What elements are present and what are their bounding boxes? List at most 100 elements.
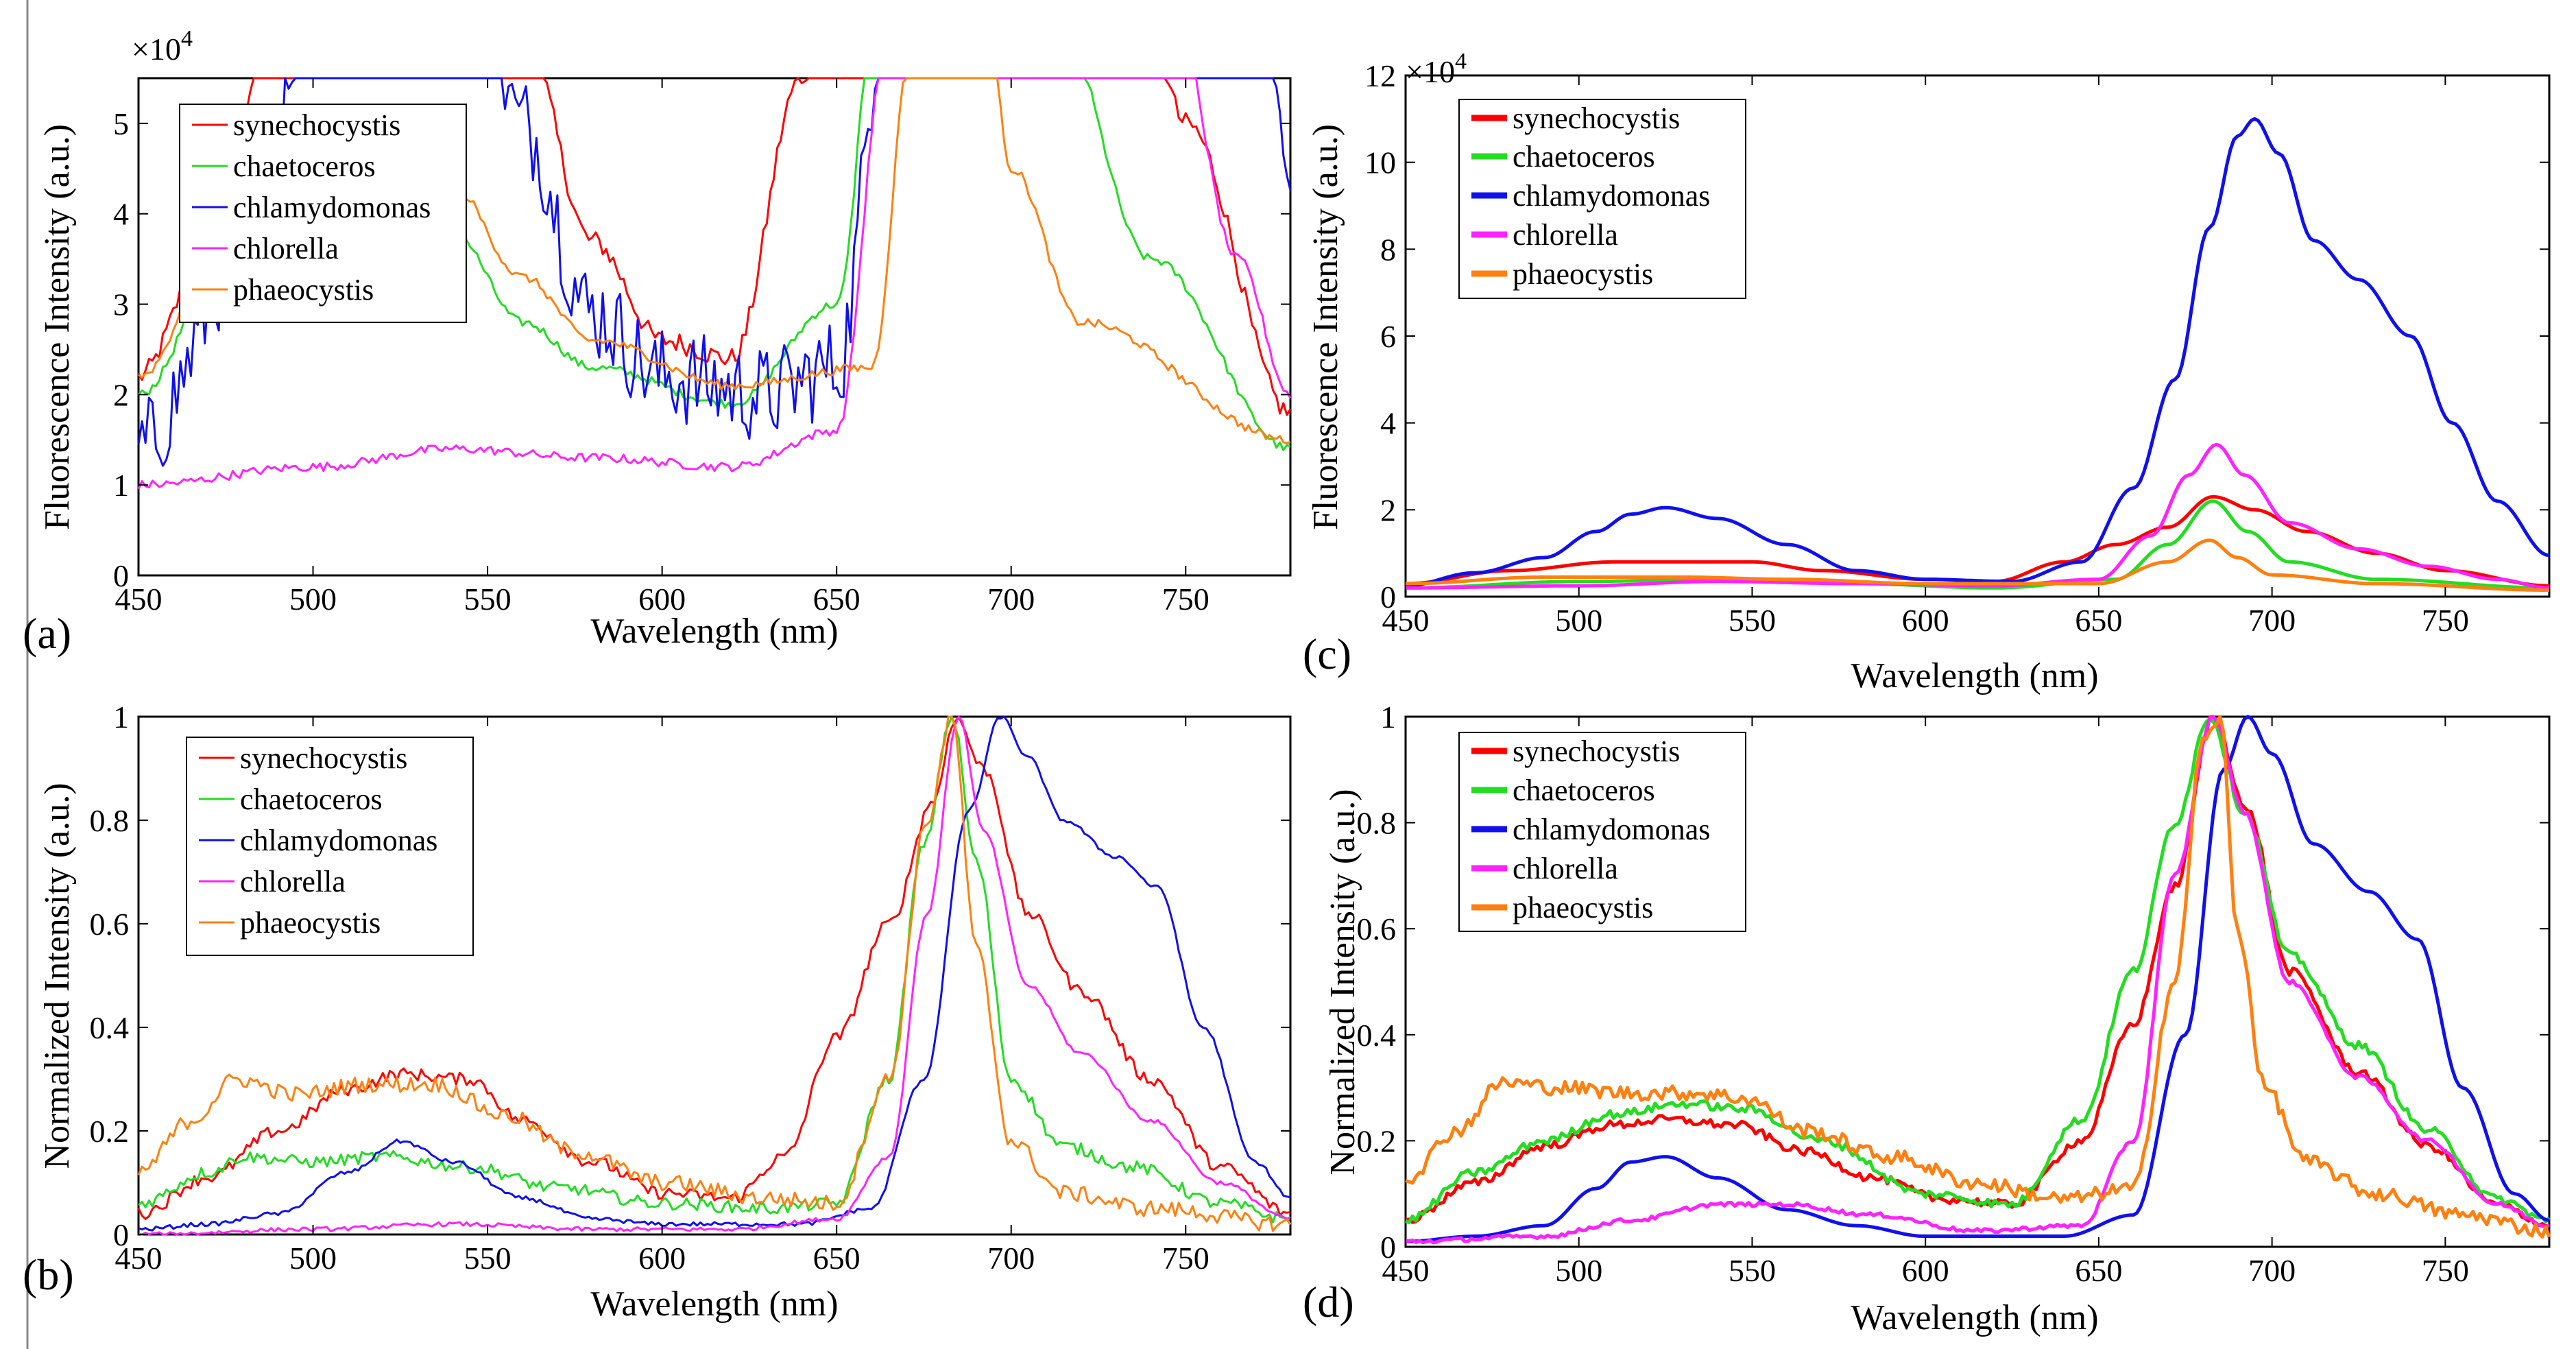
legend-entry: chlorella	[233, 232, 339, 265]
panel-d-series-synechocystis	[1405, 715, 2550, 1228]
panel-d-legend: synechocystis chaetoceros chlamydomonas …	[1458, 732, 1746, 932]
panel-c-legend: synechocystis chaetoceros chlamydomonas …	[1458, 99, 1746, 299]
panel-c-series-layer	[1405, 117, 2550, 592]
x-tick-label: 650	[813, 582, 860, 617]
legend-entry: chlorella	[1513, 852, 1618, 885]
panel-a-plot-area	[137, 77, 1292, 577]
y-tick-label: 0.8	[1357, 806, 1397, 841]
panel-b-xlabel: Wavelength (nm)	[590, 1285, 838, 1324]
panel-c-series-chaetoceros	[1406, 499, 2549, 590]
x-tick-label: 750	[2422, 603, 2469, 638]
y-tick-label: 4	[113, 197, 129, 232]
legend-entry: phaeocystis	[240, 906, 381, 940]
panel-c-y-multiplier-base: ×10	[1406, 54, 1455, 89]
panel-d-plot-area	[1404, 715, 2551, 1248]
y-tick-label: 0.6	[90, 907, 130, 942]
x-tick-label: 750	[1162, 582, 1209, 617]
x-tick-label: 750	[1162, 1241, 1209, 1276]
panel-b-plot-area	[137, 715, 1292, 1236]
x-tick-label: 550	[1729, 1253, 1776, 1288]
panel-a: Fluorescence Intensity (a.u.) Wavelength…	[23, 26, 1292, 658]
y-tick-label: 0	[1380, 580, 1396, 614]
x-tick-label: 700	[987, 1241, 1035, 1276]
x-tick-label: 700	[2248, 603, 2296, 638]
y-tick-label: 3	[113, 287, 129, 322]
panel-b-series-phaeocystis	[137, 715, 1292, 1232]
panel-b: Normalized Intensity (a.u.) Wavelength (…	[23, 700, 1292, 1324]
panel-b-series-chaetoceros	[137, 715, 1292, 1225]
legend-entry: synechocystis	[1513, 102, 1680, 135]
y-tick-label: 2	[113, 377, 129, 412]
panel-c-legend-box	[1458, 99, 1746, 299]
panel-d-series-phaeocystis	[1405, 715, 2551, 1239]
legend-entry: synechocystis	[240, 741, 407, 775]
legend-entry: phaeocystis	[233, 273, 374, 307]
y-tick-label: 12	[1364, 58, 1396, 93]
y-tick-label: 0.4	[1357, 1018, 1397, 1053]
panel-d-ylabel: Normalized Intensity (a.u.)	[1323, 789, 1362, 1175]
x-tick-label: 650	[813, 1241, 860, 1276]
y-tick-label: 0.4	[90, 1010, 130, 1045]
legend-entry: chaetoceros	[233, 150, 376, 183]
x-tick-label: 700	[2248, 1253, 2296, 1288]
x-tick-label: 650	[2075, 1253, 2122, 1288]
x-tick-label: 700	[987, 582, 1035, 617]
legend-entry: chlamydomonas	[240, 824, 437, 857]
y-tick-label: 0.8	[90, 803, 130, 838]
legend-entry: chlorella	[1513, 218, 1618, 252]
panel-d-label: (d)	[1303, 1278, 1354, 1326]
legend-entry: synechocystis	[1513, 735, 1680, 768]
x-tick-label: 450	[115, 1241, 162, 1276]
panel-b-series-chlorella	[138, 716, 1291, 1236]
legend-entry: chlorella	[240, 865, 346, 898]
panel-b-legend: synechocystis chaetoceros chlamydomonas …	[186, 737, 474, 956]
legend-entry: chaetoceros	[240, 783, 383, 816]
x-tick-label: 600	[1902, 1253, 1949, 1288]
x-tick-label: 550	[1729, 603, 1776, 638]
x-tick-label: 500	[289, 1241, 337, 1276]
panel-a-y-multiplier: ×104	[132, 26, 193, 67]
panel-d-series-chlorella	[1405, 715, 2550, 1245]
x-tick-label: 550	[464, 582, 511, 617]
x-tick-label: 450	[115, 582, 162, 617]
x-tick-label: 500	[289, 582, 337, 617]
panel-a-label: (a)	[23, 609, 71, 658]
panel-d: Normalized Intensity (a.u.) Wavelength (…	[1303, 700, 2551, 1337]
y-tick-label: 5	[113, 106, 129, 141]
y-tick-label: 0.6	[1357, 911, 1397, 946]
panel-a-y-multiplier-base: ×10	[132, 32, 181, 67]
x-tick-label: 750	[2422, 1253, 2469, 1288]
legend-entry: chlamydomonas	[233, 191, 431, 224]
panel-d-ticks-layer: 450 500 550 600 650 700 750 0 0.2 0.4 0.6 0.8 1	[1357, 700, 2549, 1288]
x-tick-label: 600	[638, 582, 686, 617]
x-tick-label: 450	[1382, 1253, 1430, 1288]
x-tick-label: 550	[464, 1241, 511, 1276]
x-tick-label: 450	[1382, 603, 1430, 638]
x-tick-label: 500	[1555, 1253, 1602, 1288]
legend-entry: synechocystis	[233, 108, 400, 142]
panel-c-ylabel: Fluorescence Intensity (a.u.)	[1306, 124, 1345, 530]
y-tick-label: 1	[113, 700, 129, 735]
y-tick-label: 10	[1364, 145, 1396, 180]
panel-b-ylabel: Normalized Intensity (a.u.)	[38, 783, 77, 1169]
y-tick-label: 1	[1380, 700, 1396, 735]
panel-a-ylabel: Fluorescence Intensity (a.u.)	[38, 124, 77, 530]
x-tick-label: 500	[1555, 603, 1602, 638]
y-tick-label: 1	[113, 468, 129, 503]
panel-d-series-chlamydomonas	[1405, 715, 2550, 1243]
y-tick-label: 0.2	[1357, 1123, 1397, 1158]
panel-c-series-chlamydomonas	[1405, 117, 2550, 588]
y-tick-label: 0	[1380, 1230, 1396, 1265]
panel-c-y-multiplier: ×104	[1406, 49, 1467, 89]
panel-c-ticks-layer: 450 500 550 600 650 700 750 0 2 4 6 8 10 12	[1364, 58, 2549, 638]
legend-entry: phaeocystis	[1513, 891, 1653, 924]
panel-a-legend-box	[179, 104, 467, 323]
panel-b-legend-box	[186, 737, 474, 956]
panel-c-series-chlorella	[1406, 442, 2550, 590]
x-tick-label: 600	[1902, 603, 1949, 638]
panel-b-series-synechocystis	[137, 715, 1291, 1220]
panel-a-series-chlorella	[137, 77, 1292, 490]
panel-d-xlabel: Wavelength (nm)	[1851, 1298, 2098, 1337]
panel-c: Fluorescence Intensity (a.u.) Wavelength…	[1303, 49, 2551, 695]
